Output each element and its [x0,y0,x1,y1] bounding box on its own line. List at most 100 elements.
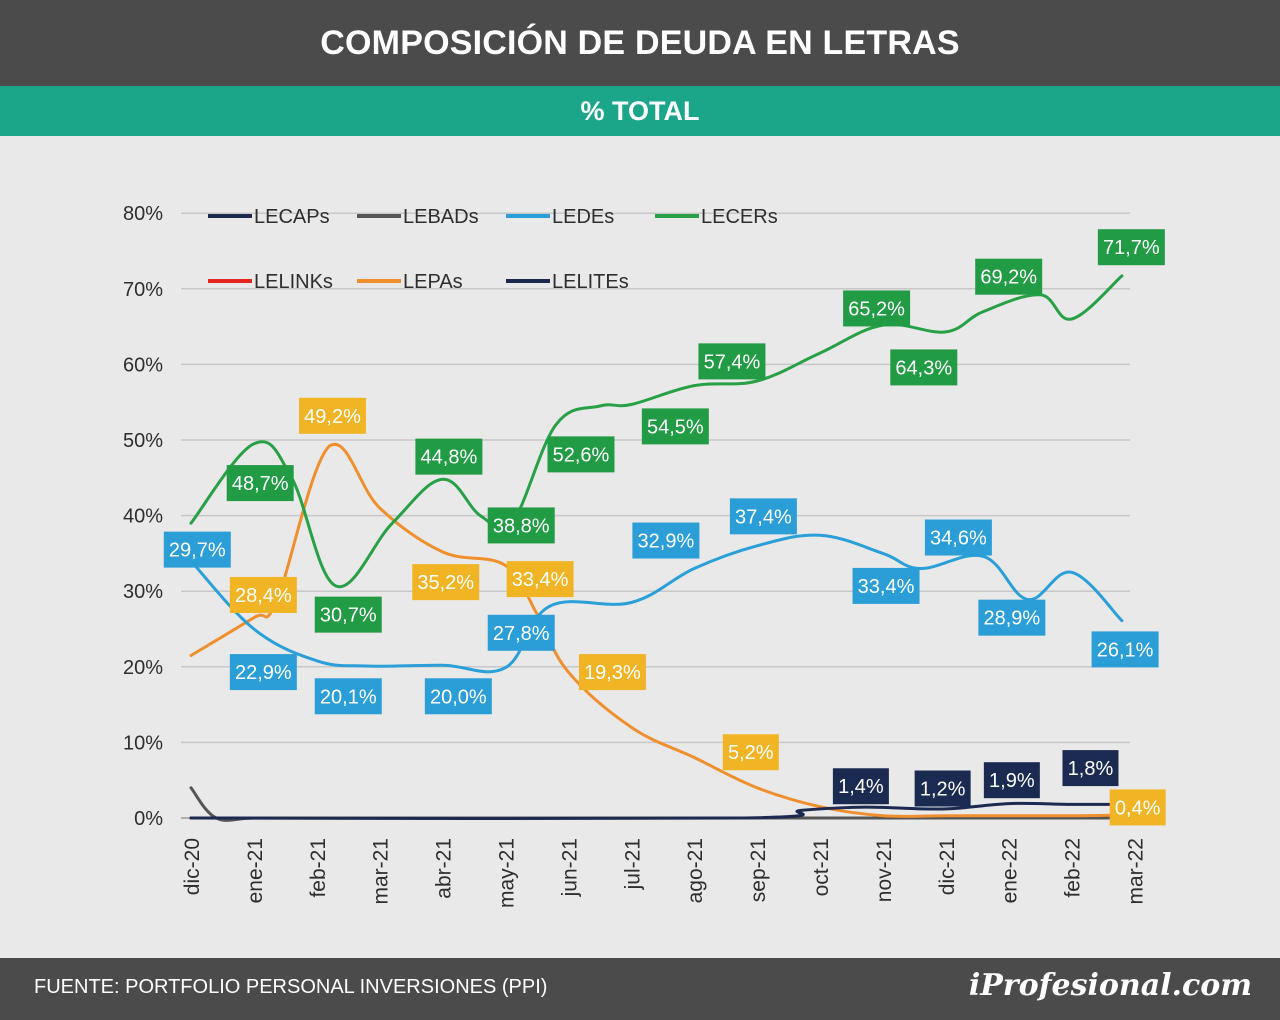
legend-item-ledes: LEDEs [506,206,614,228]
data-label-box [314,678,382,715]
data-label-box [924,519,992,556]
data-label-box [487,507,555,544]
legend-item-lecaps: LECAPs [208,206,330,228]
data-label-text: 33,4% [512,569,569,591]
data-label-text: 34,6% [930,528,987,550]
data-label-lecers: 38,8% [487,507,555,544]
chart-title: COMPOSICIÓN DE DEUDA EN LETRAS [0,0,1280,86]
data-label-ledes: 20,1% [314,678,382,715]
data-label-text: 30,7% [320,605,377,627]
chart-area: 0% 10% 20% 30% 40% 50% 60% 70% 80% dic-20 ene-21 fe… [0,136,1280,958]
data-label-lecers: 44,8% [415,438,483,475]
data-label-text: 37,4% [735,506,792,528]
legend-item-lepas: LEPAs [357,271,463,293]
data-label-ledes: 32,9% [632,522,700,559]
data-label-lecers: 71,7% [1097,229,1165,266]
data-label-ledes: 34,6% [924,519,992,556]
data-label-ledes: 29,7% [163,531,231,568]
source-note: FUENTE: PORTFOLIO PERSONAL INVERSIONES (… [34,976,548,998]
x-tick-label: ene-21 [244,838,267,903]
data-label-ledes: 33,4% [852,567,920,604]
data-label-text: 28,9% [983,608,1040,630]
x-tick-label: feb-21 [307,838,330,898]
legend-item-lebads: LEBADs [357,206,479,228]
legend-item-lelinks: LELINKs [208,271,333,293]
data-label-lepas: 28,4% [229,576,297,613]
data-label-text: 22,9% [235,662,292,684]
data-label-text: 54,5% [647,416,704,438]
data-label-lepas: 0,4% [1109,789,1166,826]
x-tick-label: jun-21 [558,838,581,897]
data-label-lecers: 69,2% [975,258,1043,295]
data-label-lecers: 30,7% [314,596,382,633]
data-label-box [983,762,1040,799]
data-label-text: 52,6% [553,444,610,466]
data-label-lepas: 19,3% [578,654,646,691]
x-tick-label: may-21 [496,838,519,908]
footer: FUENTE: PORTFOLIO PERSONAL INVERSIONES (… [0,958,1280,1020]
data-label-box [975,258,1043,295]
data-label-text: 44,8% [421,447,478,469]
data-label-box [890,349,958,386]
x-tick-label: sep-21 [747,838,770,902]
y-tick-label: 50% [123,430,163,452]
data-label-box [1091,631,1159,668]
data-label-lepas: 35,2% [412,564,480,601]
data-label-text: 48,7% [232,473,289,495]
data-label-box [1097,229,1165,266]
data-label-lepas: 49,2% [299,397,367,434]
y-tick-label: 30% [123,581,163,603]
data-label-box [487,614,555,651]
data-label-text: 28,4% [235,585,292,607]
data-label-box [415,438,483,475]
y-tick-label: 0% [134,808,163,830]
data-label-box [914,770,971,807]
data-label-text: 69,2% [980,267,1037,289]
x-tick-label: ene-22 [999,838,1022,903]
series-line-lelites [189,801,1124,821]
data-label-box [547,436,615,473]
data-label-text: 1,8% [1068,758,1114,780]
data-label-lelites: 1,4% [832,768,889,805]
data-label-lelites: 1,2% [914,770,971,807]
legend-label: LECERs [701,206,778,228]
series-line-ledes [189,533,1124,674]
data-label-text: 20,1% [320,686,377,708]
x-tick-label: mar-22 [1125,838,1148,905]
data-label-text: 29,7% [169,540,226,562]
chart-subtitle: % TOTAL [0,86,1280,136]
data-label-box [226,465,294,502]
y-tick-label: 70% [123,279,163,301]
data-label-box [698,343,766,380]
data-label-box [578,654,646,691]
y-tick-label: 60% [123,354,163,376]
legend-label: LEBADs [403,206,479,228]
data-label-box [229,576,297,613]
data-label-text: 35,2% [417,572,474,594]
data-label-lecers: 48,7% [226,465,294,502]
y-tick-label: 20% [123,657,163,679]
data-label-box [299,397,367,434]
series-line-lepas [189,442,1124,818]
data-label-box [506,561,574,598]
data-label-lelites: 1,8% [1062,750,1119,787]
data-label-text: 0,4% [1115,797,1161,819]
data-label-box [163,531,231,568]
data-label-ledes: 27,8% [487,614,555,651]
x-tick-label: ago-21 [684,838,707,903]
legend-label: LEPAs [403,271,463,293]
data-label-text: 26,1% [1097,639,1154,661]
data-label-text: 33,4% [858,576,915,598]
brand-logo: iProfesional.com [968,968,1252,1003]
y-tick-label: 10% [123,732,163,754]
data-label-text: 38,8% [493,515,550,537]
data-label-text: 1,2% [920,779,966,801]
data-label-ledes: 28,9% [978,599,1046,636]
data-label-text: 71,7% [1103,237,1160,259]
data-label-text: 64,3% [895,357,952,379]
data-label-lepas: 33,4% [506,561,574,598]
data-label-box [314,596,382,633]
x-tick-label: dic-20 [181,838,204,895]
line-chart: 0% 10% 20% 30% 40% 50% 60% 70% 80% dic-20 ene-21 fe… [123,203,1166,908]
y-tick-label: 40% [123,506,163,528]
